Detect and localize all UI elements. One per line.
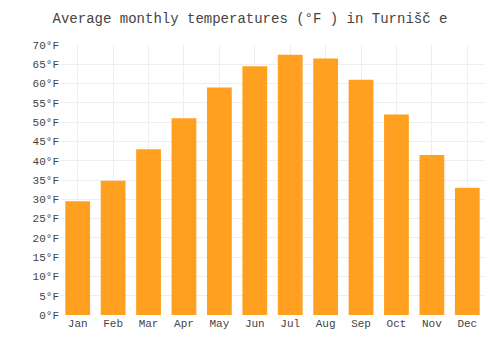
svg-text:Mar: Mar: [139, 318, 159, 330]
svg-text:35°F: 35°F: [33, 175, 59, 187]
svg-text:Jul: Jul: [280, 318, 300, 330]
svg-text:50°F: 50°F: [33, 117, 59, 129]
svg-text:0°F: 0°F: [39, 310, 59, 322]
svg-text:Oct: Oct: [387, 318, 407, 330]
svg-text:70°F: 70°F: [33, 40, 59, 52]
svg-text:5°F: 5°F: [39, 291, 59, 303]
svg-text:Dec: Dec: [457, 318, 477, 330]
svg-text:Nov: Nov: [422, 318, 442, 330]
svg-text:45°F: 45°F: [33, 136, 59, 148]
svg-text:Apr: Apr: [174, 318, 194, 330]
svg-text:60°F: 60°F: [33, 78, 59, 90]
svg-text:20°F: 20°F: [33, 233, 59, 245]
svg-text:10°F: 10°F: [33, 271, 59, 283]
svg-text:30°F: 30°F: [33, 194, 59, 206]
svg-text:55°F: 55°F: [33, 98, 59, 110]
svg-text:40°F: 40°F: [33, 156, 59, 168]
svg-text:65°F: 65°F: [33, 59, 59, 71]
svg-text:Feb: Feb: [103, 318, 123, 330]
svg-text:15°F: 15°F: [33, 252, 59, 264]
svg-text:25°F: 25°F: [33, 213, 59, 225]
svg-text:Aug: Aug: [316, 318, 336, 330]
svg-text:Jan: Jan: [68, 318, 88, 330]
svg-text:Sep: Sep: [351, 318, 371, 330]
svg-text:Average monthly temperatures (: Average monthly temperatures (°F ) in Tu…: [53, 11, 448, 27]
svg-text:Jun: Jun: [245, 318, 265, 330]
svg-text:May: May: [209, 318, 229, 330]
